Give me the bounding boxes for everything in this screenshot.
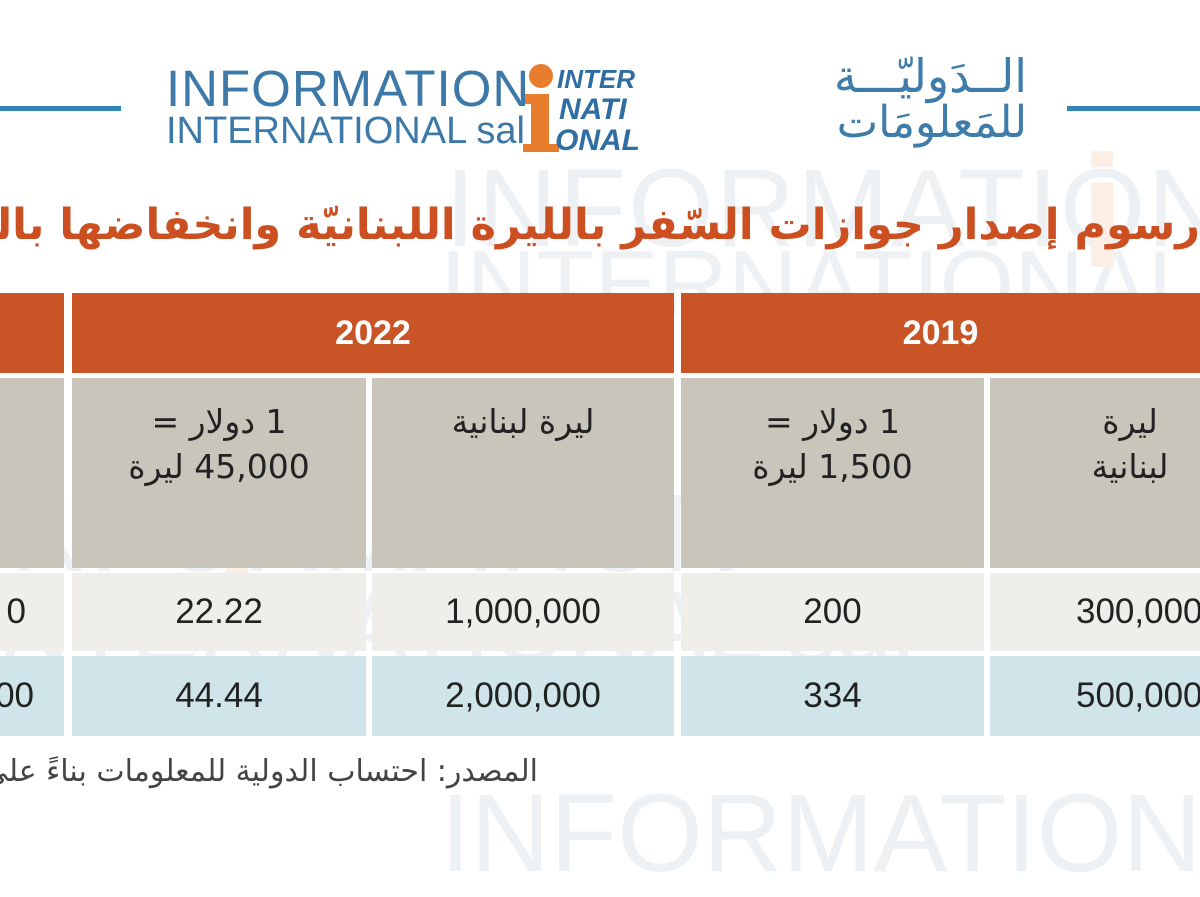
logo-mark-icon: INTER NATI ONAL (523, 64, 640, 154)
year-header-partial (0, 293, 64, 373)
cell-lbp-2019-row2: 500,000 (990, 656, 1200, 736)
watermark-logo-i: i (1080, 122, 1125, 301)
logo-arabic: الــدَوليّـــة للمَعلومَات (655, 52, 1027, 146)
logo-arabic-line1: الــدَوليّـــة (833, 49, 1027, 103)
logo-english: INFORMATION INTERNATIONAL sal (166, 63, 530, 150)
year-header-2022: 2022 (72, 293, 674, 373)
logo-english-line1: INFORMATION (166, 60, 531, 117)
title-container: رسوم إصدار جوازات السّفر بالليرة اللبنان… (0, 200, 1200, 270)
cell-lbp-2022-row2: 2,000,000 (372, 656, 674, 736)
subheader-usd-2019: 1 دولار = 1,500 ليرة (681, 378, 984, 568)
svg-text:ONAL: ONAL (555, 124, 640, 154)
watermark-text: INFORMATION (440, 772, 1200, 895)
cell-partial-row1: 0 (0, 573, 64, 651)
cell-lbp-2022-row1: 1,000,000 (372, 573, 674, 651)
header-rule-left (0, 106, 121, 111)
subheader-partial (0, 378, 64, 568)
year-header-2019: 2019 (681, 293, 1200, 373)
subheader-lbp-2022: ليرة لبنانية (372, 378, 674, 568)
cell-partial-row2: 00 (0, 656, 64, 736)
subheader-usd-2022: 1 دولار = 45,000 ليرة (72, 378, 366, 568)
cell-lbp-2019-row1: 300,000 (990, 573, 1200, 651)
svg-text:NATI: NATI (559, 93, 627, 126)
header-rule-right (1067, 106, 1200, 111)
cell-usd-2019-row2: 334 (681, 656, 984, 736)
logo-arabic-line2: للمَعلومَات (836, 97, 1027, 149)
footnote: المصدر: احتساب الدولية للمعلومات بناءً ع… (0, 754, 538, 789)
svg-text:INTER: INTER (557, 64, 635, 94)
logo-english-line2: INTERNATIONAL sal (166, 110, 525, 152)
page-title: رسوم إصدار جوازات السّفر بالليرة اللبنان… (0, 200, 1200, 250)
cell-usd-2022-row2: 44.44 (72, 656, 366, 736)
footnote-container: المصدر: احتساب الدولية للمعلومات بناءً ع… (0, 750, 538, 810)
cell-usd-2022-row1: 22.22 (72, 573, 366, 651)
subheader-lbp-2019: ليرة لبنانية (990, 378, 1200, 568)
cell-usd-2019-row1: 200 (681, 573, 984, 651)
